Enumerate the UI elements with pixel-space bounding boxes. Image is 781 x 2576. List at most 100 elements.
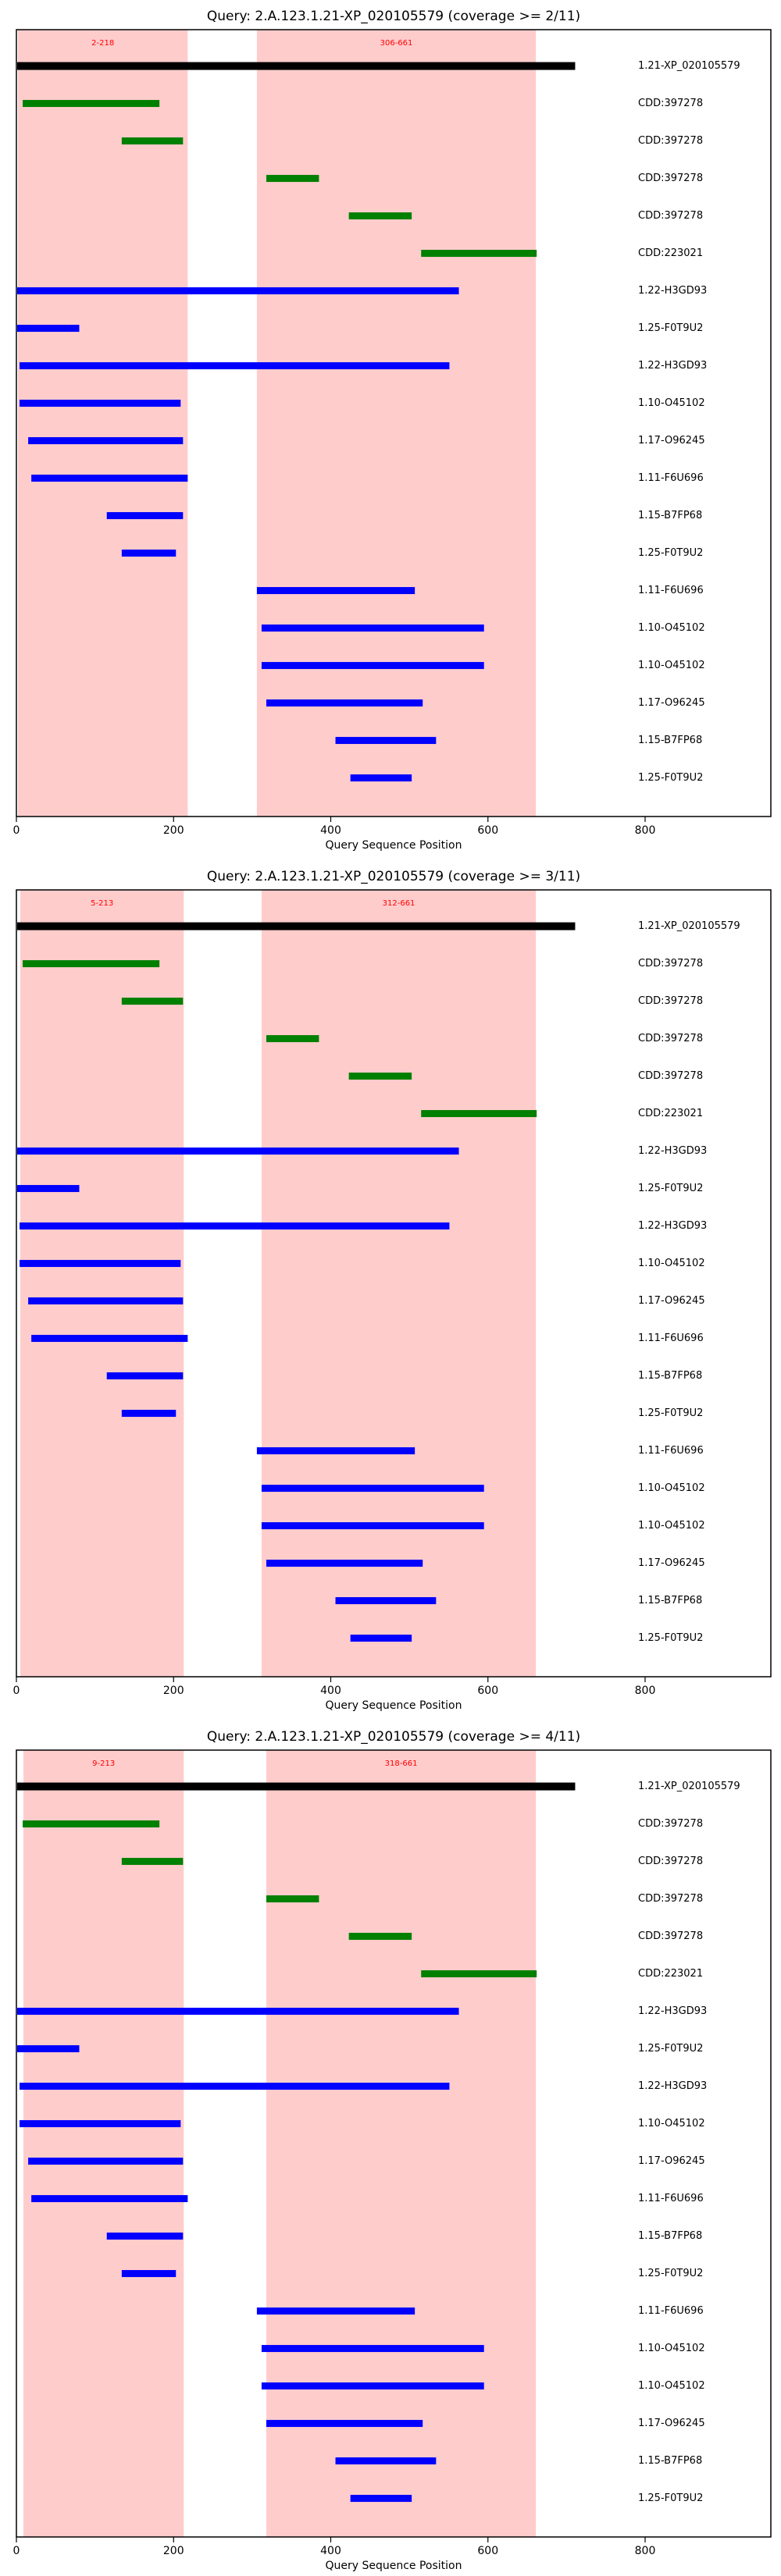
segment	[266, 1560, 423, 1567]
row-label: CDD:397278	[638, 1856, 703, 1867]
row-label: 1.21-XP_020105579	[638, 920, 740, 932]
region-label: 2-218	[91, 39, 114, 48]
row-label: 1.25-F0T9U2	[638, 547, 703, 559]
chart-title: Query: 2.A.123.1.21-XP_020105579 (covera…	[207, 869, 580, 884]
row-label: CDD:397278	[638, 1930, 703, 1942]
row-label: 1.21-XP_020105579	[638, 1781, 740, 1792]
chart-title: Query: 2.A.123.1.21-XP_020105579 (covera…	[207, 9, 580, 24]
highlight-region	[20, 890, 184, 1677]
row-label: 1.22-H3GD93	[638, 2005, 707, 2017]
x-tick-label: 200	[163, 824, 184, 837]
row-label: CDD:223021	[638, 1108, 703, 1119]
segment	[20, 2120, 181, 2128]
segment	[106, 2233, 184, 2240]
segment	[121, 1858, 184, 1866]
axes-frame	[16, 1749, 772, 2538]
row-label: CDD:397278	[638, 210, 703, 222]
x-tick-label: 0	[13, 2545, 20, 2557]
segment	[261, 2345, 484, 2353]
segment	[17, 325, 80, 333]
segment	[266, 1035, 319, 1043]
highlight-region	[266, 1750, 537, 2537]
row-label: CDD:397278	[638, 98, 703, 109]
segment	[31, 1335, 188, 1343]
row-label: CDD:223021	[638, 247, 703, 259]
row-label: 1.22-H3GD93	[638, 2080, 707, 2092]
segment	[20, 1260, 181, 1268]
row-label: 1.15-B7FP68	[638, 510, 702, 521]
segment	[256, 1447, 415, 1455]
x-tick-label: 200	[163, 2545, 184, 2557]
segment	[20, 1222, 450, 1230]
row-label: 1.10-O45102	[638, 1258, 705, 1269]
highlight-region	[261, 890, 537, 1677]
row-label: 1.25-F0T9U2	[638, 1183, 703, 1194]
row-label: 1.10-O45102	[638, 1520, 705, 1532]
segment	[31, 475, 188, 482]
x-tick-label: 600	[477, 2545, 498, 2557]
row-label: 1.15-B7FP68	[638, 2230, 702, 2242]
x-tick-label: 0	[13, 1685, 20, 1697]
row-label: 1.17-O96245	[638, 435, 705, 447]
segment	[17, 1147, 459, 1155]
row-label: 1.25-F0T9U2	[638, 1407, 703, 1419]
segment	[17, 1185, 80, 1193]
segment	[335, 737, 437, 745]
x-tick-label: 400	[320, 1685, 341, 1697]
row-label: CDD:397278	[638, 135, 703, 147]
row-label: 1.25-F0T9U2	[638, 2043, 703, 2055]
segment	[28, 2158, 184, 2165]
row-label: CDD:223021	[638, 1968, 703, 1980]
highlight-region	[18, 30, 188, 817]
region-label: 312-661	[383, 899, 415, 908]
row-label: 1.10-O45102	[638, 397, 705, 409]
x-tick-label: 400	[320, 824, 341, 837]
row-label: 1.15-B7FP68	[638, 2455, 702, 2467]
segment	[421, 1110, 537, 1118]
segment	[121, 998, 184, 1005]
segment	[335, 1597, 437, 1605]
row-label: 1.22-H3GD93	[638, 1145, 707, 1157]
segment	[17, 287, 459, 295]
segment	[261, 2382, 484, 2390]
row-label: CDD:397278	[638, 1033, 703, 1044]
row-label: CDD:397278	[638, 1893, 703, 1905]
segment	[20, 362, 450, 370]
segment	[261, 624, 484, 632]
segment	[121, 2270, 177, 2278]
segment	[121, 550, 177, 557]
segment	[106, 1372, 184, 1380]
segment	[23, 1820, 160, 1828]
region-label: 306-661	[380, 39, 413, 48]
segment	[266, 699, 423, 707]
segment	[23, 100, 160, 108]
row-label: CDD:397278	[638, 995, 703, 1007]
segment	[106, 512, 184, 520]
row-label: 1.11-F6U696	[638, 1332, 704, 1344]
region-label: 5-213	[91, 899, 113, 908]
x-axis-label: Query Sequence Position	[325, 2560, 462, 2572]
row-label: 1.15-B7FP68	[638, 1595, 702, 1606]
row-label: 1.10-O45102	[638, 2380, 705, 2392]
segment	[121, 137, 184, 145]
x-tick-label: 200	[163, 1685, 184, 1697]
segment	[261, 1522, 484, 1530]
segment	[261, 662, 484, 670]
segment	[266, 175, 319, 183]
row-label: 1.25-F0T9U2	[638, 2492, 703, 2504]
row-label: 1.22-H3GD93	[638, 360, 707, 372]
row-label: 1.11-F6U696	[638, 2193, 704, 2204]
segment	[20, 400, 181, 407]
row-label: CDD:397278	[638, 1070, 703, 1082]
segment	[256, 587, 415, 595]
x-tick-label: 400	[320, 2545, 341, 2557]
segment	[348, 1073, 412, 1080]
segment	[17, 62, 576, 70]
x-tick-label: 600	[477, 1685, 498, 1697]
row-label: 1.25-F0T9U2	[638, 2268, 703, 2279]
row-label: 1.10-O45102	[638, 622, 705, 634]
row-label: 1.17-O96245	[638, 697, 705, 709]
x-tick-label: 0	[13, 824, 20, 837]
row-label: 1.25-F0T9U2	[638, 772, 703, 784]
